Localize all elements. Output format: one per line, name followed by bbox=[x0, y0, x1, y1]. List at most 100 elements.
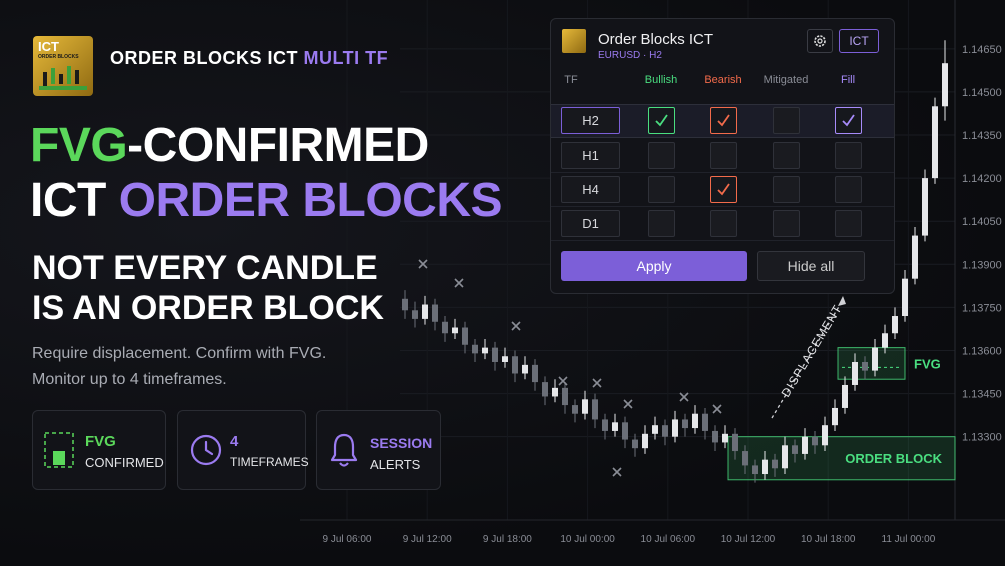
swing-marker bbox=[511, 321, 521, 331]
candle-body bbox=[932, 106, 938, 179]
column-header: Bearish bbox=[704, 74, 742, 86]
x-tick-label: 10 Jul 00:00 bbox=[560, 534, 615, 545]
x-tick-label: 9 Jul 12:00 bbox=[403, 534, 452, 545]
logo: ICT ORDER BLOCKS bbox=[33, 36, 93, 96]
candle-body bbox=[432, 304, 438, 322]
logo-subtitle: ORDER BLOCKS bbox=[38, 54, 79, 60]
checkbox[interactable] bbox=[710, 142, 737, 169]
candle-body bbox=[412, 310, 418, 319]
checkbox[interactable] bbox=[773, 176, 800, 203]
tf-cell[interactable]: H1 bbox=[561, 142, 620, 169]
panel-subtitle: EURUSD · H2 bbox=[598, 50, 662, 61]
candle-body bbox=[682, 419, 688, 429]
logo-title: ICT bbox=[38, 39, 59, 54]
checkbox[interactable] bbox=[648, 107, 675, 134]
checkbox[interactable] bbox=[773, 210, 800, 237]
badge[interactable]: ICT bbox=[839, 29, 879, 53]
checkbox[interactable] bbox=[835, 176, 862, 203]
check-mark bbox=[655, 114, 668, 127]
candle-body bbox=[492, 347, 498, 362]
candle-body bbox=[752, 465, 758, 475]
candle-body bbox=[642, 433, 648, 449]
checkbox[interactable] bbox=[648, 176, 675, 203]
swing-marker bbox=[679, 392, 689, 402]
checkbox[interactable] bbox=[648, 210, 675, 237]
column-header: Bullish bbox=[644, 74, 678, 86]
candle-body bbox=[622, 422, 628, 440]
feature-card: SESSION ALERTS bbox=[316, 410, 441, 490]
candle-body bbox=[702, 413, 708, 431]
brand-highlight: MULTI TF bbox=[303, 48, 389, 68]
checkbox[interactable] bbox=[835, 107, 862, 134]
candle-body bbox=[892, 316, 898, 334]
feature-card: 4 TIMEFRAMES bbox=[177, 410, 309, 490]
x-tick-label: 9 Jul 18:00 bbox=[483, 534, 532, 545]
checkbox[interactable] bbox=[710, 107, 737, 134]
swing-marker bbox=[454, 278, 464, 288]
panel-title: Order Blocks ICT bbox=[598, 31, 714, 48]
checkbox[interactable] bbox=[773, 107, 800, 134]
candle-body bbox=[672, 419, 678, 437]
hide-button[interactable]: Hide all bbox=[757, 251, 865, 281]
check-icon bbox=[717, 183, 730, 196]
fvg-zone bbox=[837, 347, 906, 380]
checkbox[interactable] bbox=[773, 142, 800, 169]
candle-body bbox=[862, 361, 868, 371]
candle-body bbox=[722, 433, 728, 443]
feature-title: 4 bbox=[230, 433, 239, 450]
candle-body bbox=[572, 405, 578, 414]
x-tick-label: 10 Jul 06:00 bbox=[641, 534, 696, 545]
row-divider bbox=[551, 172, 894, 173]
x-tick-label: 11 Jul 00:00 bbox=[882, 534, 936, 545]
candle-body bbox=[522, 364, 528, 374]
logo-icon bbox=[39, 66, 87, 90]
tf-cell[interactable]: H2 bbox=[561, 107, 620, 134]
candle-body bbox=[762, 459, 768, 475]
swing-marker bbox=[592, 378, 602, 388]
check-mark bbox=[717, 183, 730, 196]
row-divider bbox=[551, 240, 894, 241]
apply-button[interactable]: Apply bbox=[561, 251, 747, 281]
description: Monitor up to 4 timeframes. bbox=[32, 371, 227, 388]
x-tick-label: 9 Jul 06:00 bbox=[323, 534, 372, 545]
headline-line2: ICT ORDER BLOCKS bbox=[30, 177, 503, 225]
swing-marker bbox=[712, 404, 722, 414]
clock-icon bbox=[190, 434, 222, 466]
candle-body bbox=[882, 333, 888, 348]
swing-marker bbox=[623, 399, 633, 409]
settings-button[interactable] bbox=[807, 29, 833, 53]
checkbox[interactable] bbox=[835, 210, 862, 237]
swing-marker bbox=[612, 467, 622, 477]
settings-panel: Order Blocks ICT EURUSD · H2 ICT TF Bulli… bbox=[550, 18, 895, 294]
candle-body bbox=[852, 361, 858, 385]
candle-body bbox=[912, 235, 918, 279]
candle-body bbox=[692, 413, 698, 429]
candle-body bbox=[632, 439, 638, 449]
candle-body bbox=[592, 399, 598, 420]
tf-cell[interactable]: H4 bbox=[561, 176, 620, 203]
headline-green: FVG bbox=[30, 119, 128, 172]
arrow-head bbox=[838, 296, 846, 306]
checkbox[interactable] bbox=[710, 210, 737, 237]
candle-body bbox=[532, 364, 538, 383]
candle-body bbox=[902, 278, 908, 317]
tf-cell[interactable]: D1 bbox=[561, 210, 620, 237]
candle-body bbox=[602, 419, 608, 431]
candle-body bbox=[422, 304, 428, 319]
candle-body bbox=[442, 321, 448, 334]
checkbox[interactable] bbox=[835, 142, 862, 169]
fvg-label: FVG bbox=[914, 356, 941, 371]
brand-name: ORDER BLOCKS ICT bbox=[110, 48, 298, 68]
column-header: TF bbox=[564, 74, 578, 86]
candle-body bbox=[502, 356, 508, 362]
candle-body bbox=[662, 425, 668, 437]
checkbox[interactable] bbox=[648, 142, 675, 169]
candle-body bbox=[792, 445, 798, 454]
candle-body bbox=[812, 436, 818, 446]
column-header: Fill bbox=[840, 74, 856, 86]
candle-body bbox=[552, 387, 558, 397]
candle-body bbox=[652, 425, 658, 434]
feature-caption: ALERTS bbox=[370, 457, 421, 472]
checkbox[interactable] bbox=[710, 176, 737, 203]
